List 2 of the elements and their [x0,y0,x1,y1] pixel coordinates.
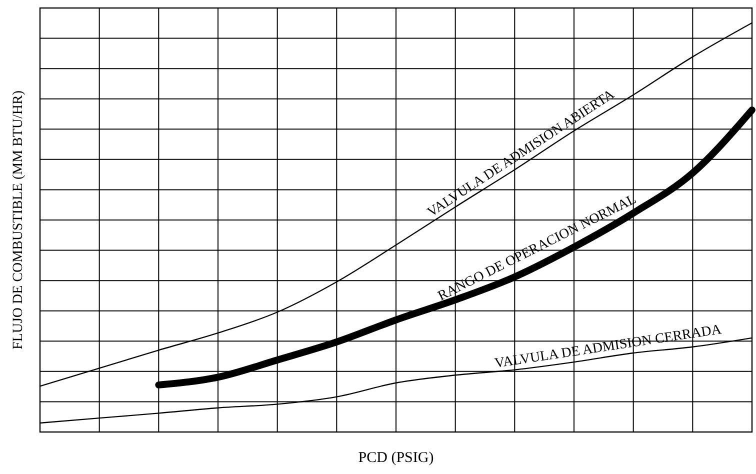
y-axis-title: FLUJO DE COMBUSTIBLE (MM BTU/HR) [11,90,26,350]
x-axis-title: PCD (PSIG) [358,450,434,466]
